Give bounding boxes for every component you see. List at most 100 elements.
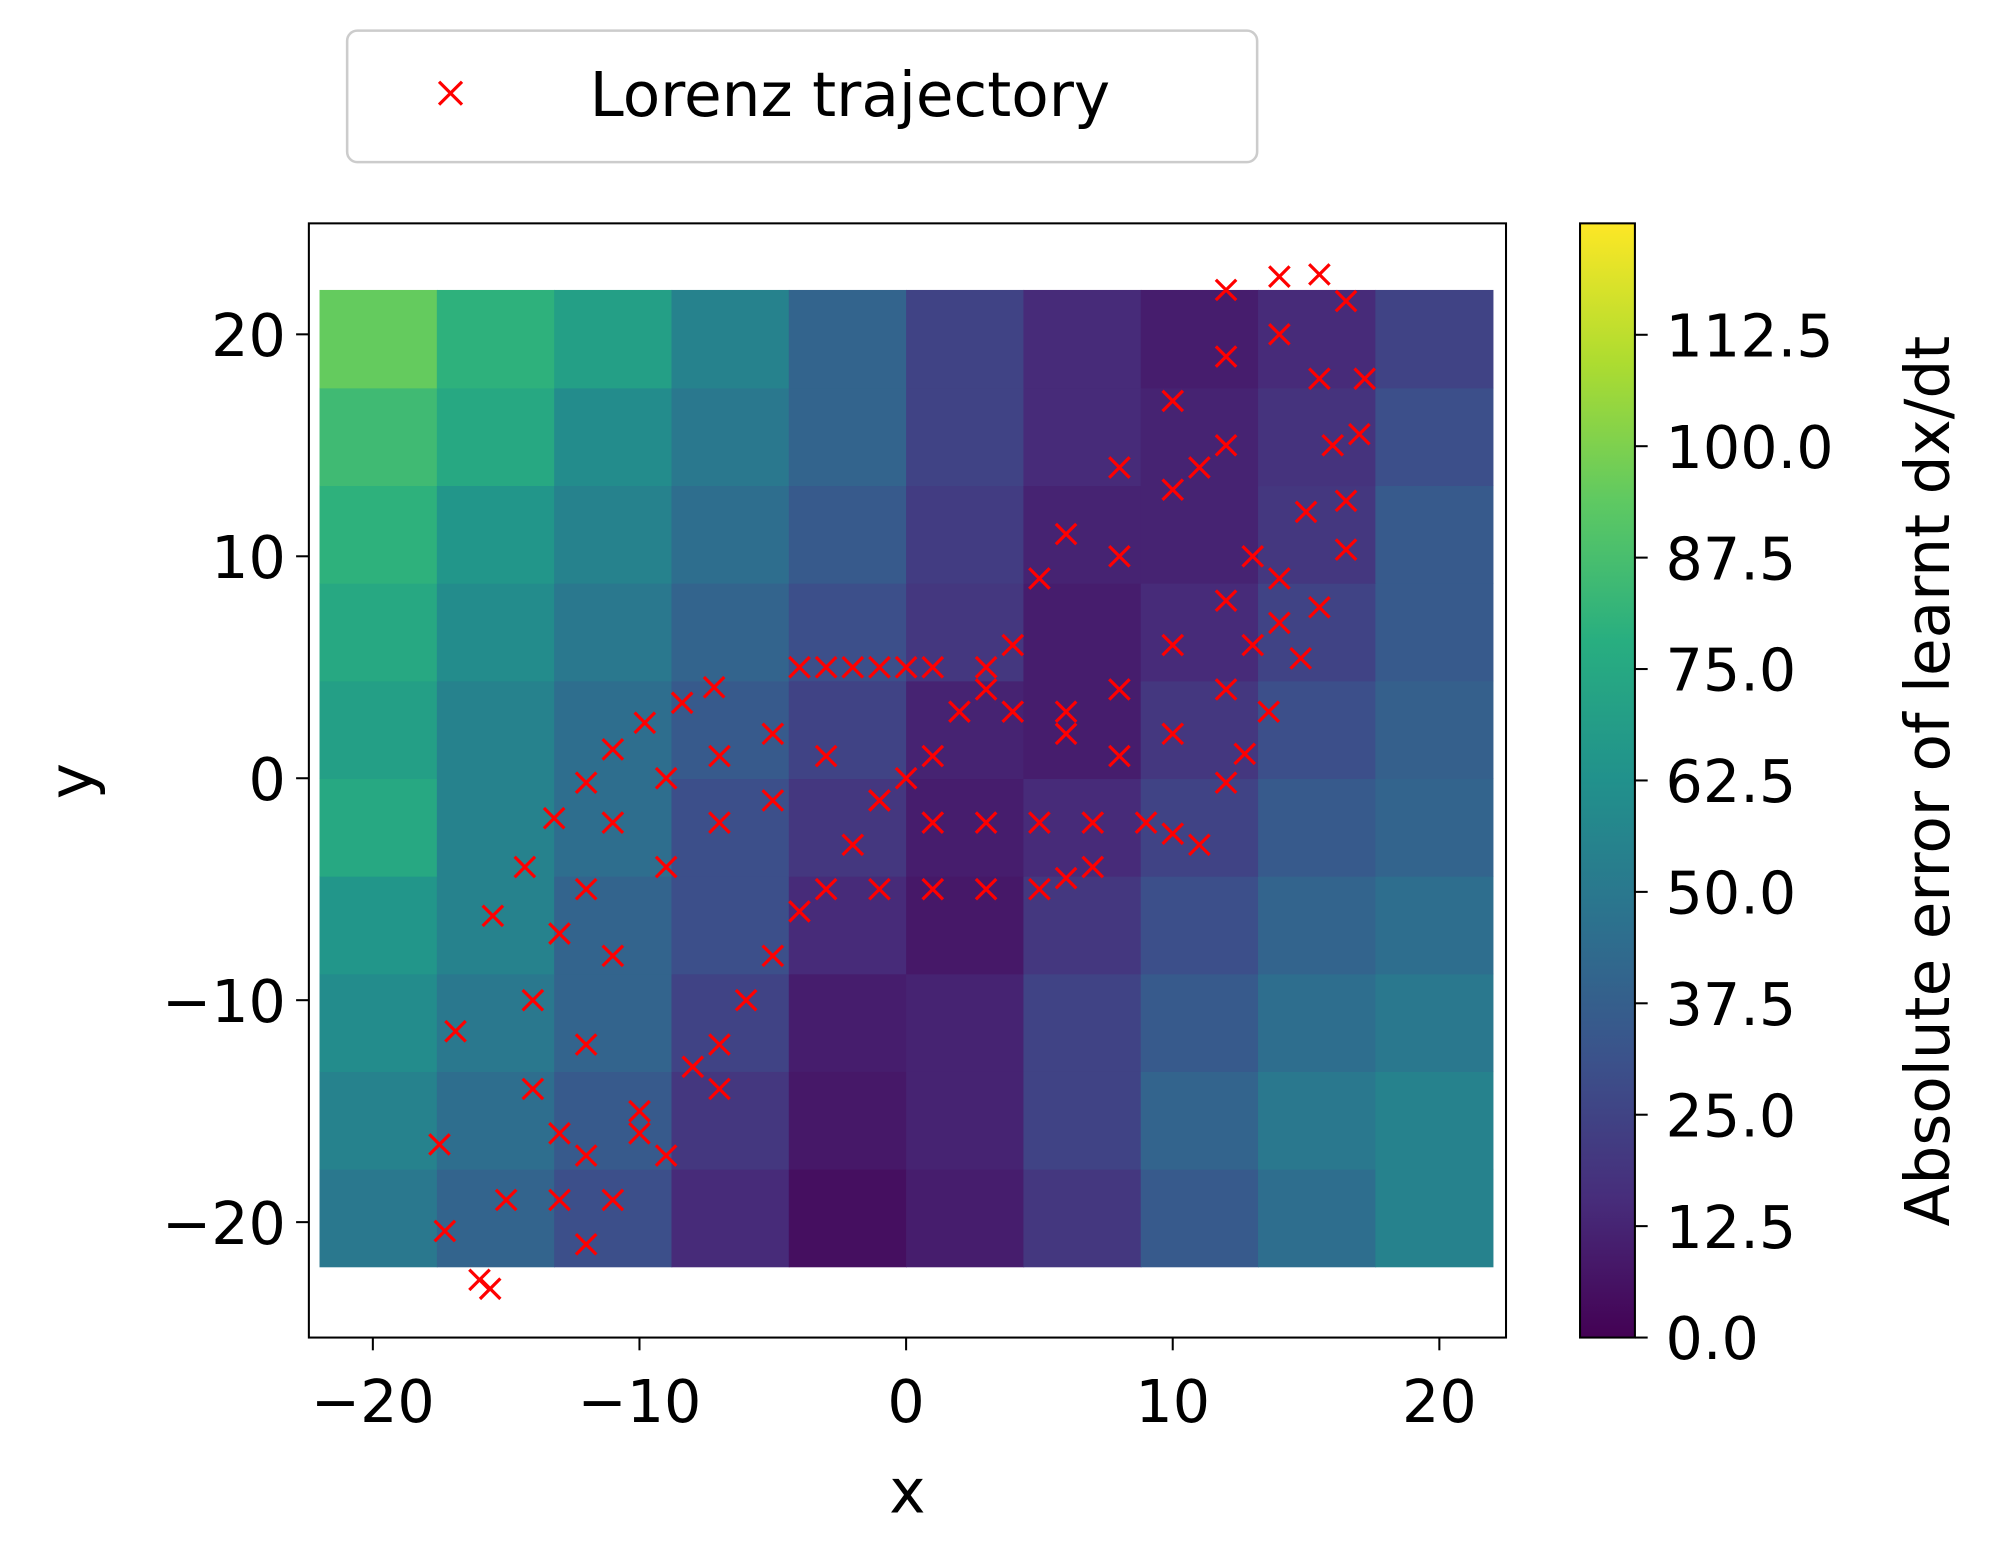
point	[574, 877, 598, 901]
point	[444, 1019, 467, 1043]
point	[868, 789, 891, 812]
point	[1308, 367, 1331, 391]
heatmap-cell	[906, 1168, 1025, 1268]
point	[1214, 771, 1238, 795]
heatmap-cell	[788, 875, 907, 975]
heatmap-cell	[1258, 778, 1377, 877]
heatmap-cell	[788, 387, 907, 487]
heatmap-cell	[1258, 680, 1377, 780]
heatmap-cell	[671, 1168, 790, 1268]
colorbar-tick-label: 12.5	[1666, 1194, 1797, 1262]
y-axis-label: y	[36, 763, 107, 799]
heatmap-cell	[1140, 1168, 1259, 1268]
heatmap-cell	[436, 778, 555, 877]
point	[1308, 263, 1331, 286]
point	[1294, 500, 1318, 524]
point	[1334, 538, 1358, 561]
heatmap-cell	[788, 1071, 907, 1170]
point	[1268, 567, 1291, 590]
heatmap-cell	[906, 582, 1025, 682]
point	[1161, 478, 1185, 502]
heatmap-cell	[1375, 1168, 1494, 1268]
point	[1268, 611, 1291, 635]
heatmap-cell	[1258, 1168, 1377, 1268]
point	[868, 655, 891, 679]
heatmap-cell	[1375, 582, 1494, 682]
heatmap-cell	[1023, 973, 1142, 1072]
heatmap-cell	[671, 1071, 790, 1170]
x-tick-label: 10	[1135, 1368, 1210, 1436]
point	[921, 877, 945, 901]
heatmap-cell	[1258, 875, 1377, 975]
point	[1233, 742, 1257, 766]
heatmap-cell	[554, 1168, 673, 1268]
heatmap-cell	[1023, 778, 1142, 877]
heatmap-cell	[1375, 289, 1494, 389]
point	[601, 738, 625, 761]
heatmap-cell	[1375, 1071, 1494, 1170]
heatmap-cell	[554, 875, 673, 975]
heatmap-cell	[554, 289, 673, 389]
point	[494, 1188, 518, 1212]
point	[1161, 722, 1185, 746]
x-tick-label: 0	[887, 1368, 924, 1436]
point	[921, 655, 945, 679]
point	[654, 1144, 678, 1167]
point	[974, 811, 998, 834]
heatmap-cell	[319, 1071, 438, 1170]
heatmap-cell	[319, 778, 438, 877]
heatmap-cell	[671, 778, 790, 877]
point	[574, 771, 598, 795]
heatmap-cell	[554, 387, 673, 487]
heatmap-cell	[671, 289, 790, 389]
point	[708, 811, 731, 834]
point	[761, 944, 785, 968]
heatmap-cell	[1023, 289, 1142, 389]
heatmap-cell	[1023, 582, 1142, 682]
point	[1134, 811, 1158, 834]
colorbar-tick-label: 0.0	[1666, 1305, 1759, 1373]
point	[894, 766, 918, 790]
point	[433, 1219, 457, 1243]
point	[868, 877, 891, 901]
point	[1257, 700, 1281, 723]
heatmap-cell	[319, 973, 438, 1072]
heatmap-cell	[1023, 680, 1142, 780]
heatmap-cell	[1375, 387, 1494, 487]
legend-marker	[437, 80, 464, 106]
heatmap-cell	[906, 778, 1025, 877]
point	[521, 988, 545, 1012]
point	[1321, 433, 1345, 457]
heatmap-cell	[436, 289, 555, 389]
point	[1241, 544, 1265, 568]
point	[1161, 822, 1185, 846]
heatmap-cell	[788, 582, 907, 682]
axes-frame	[307, 222, 1508, 1339]
point	[1308, 595, 1331, 619]
y-tick-label: 10	[211, 524, 286, 592]
point	[1268, 322, 1291, 346]
point	[1241, 633, 1265, 657]
scatter	[428, 263, 1377, 1301]
point	[1214, 589, 1238, 613]
heatmap-cell	[436, 485, 555, 584]
point	[574, 1144, 598, 1167]
heatmap-cell	[436, 387, 555, 487]
heatmap-cell	[906, 485, 1025, 584]
point	[1001, 700, 1025, 723]
heatmap-cell	[1140, 973, 1259, 1072]
point	[921, 811, 945, 834]
point	[574, 1033, 598, 1056]
x-tick-label: −20	[311, 1368, 435, 1436]
point	[574, 1232, 598, 1256]
point	[1348, 422, 1371, 446]
point	[628, 1122, 651, 1145]
point	[478, 1277, 502, 1301]
heatmap-cell	[788, 680, 907, 780]
heatmap-cell	[1023, 1168, 1142, 1268]
heatmap-cell	[1140, 1071, 1259, 1170]
heatmap-cell	[554, 973, 673, 1072]
colorbar	[1579, 222, 1636, 1339]
colorbar-tick-label: 62.5	[1666, 748, 1797, 816]
heatmap-cell	[906, 387, 1025, 487]
